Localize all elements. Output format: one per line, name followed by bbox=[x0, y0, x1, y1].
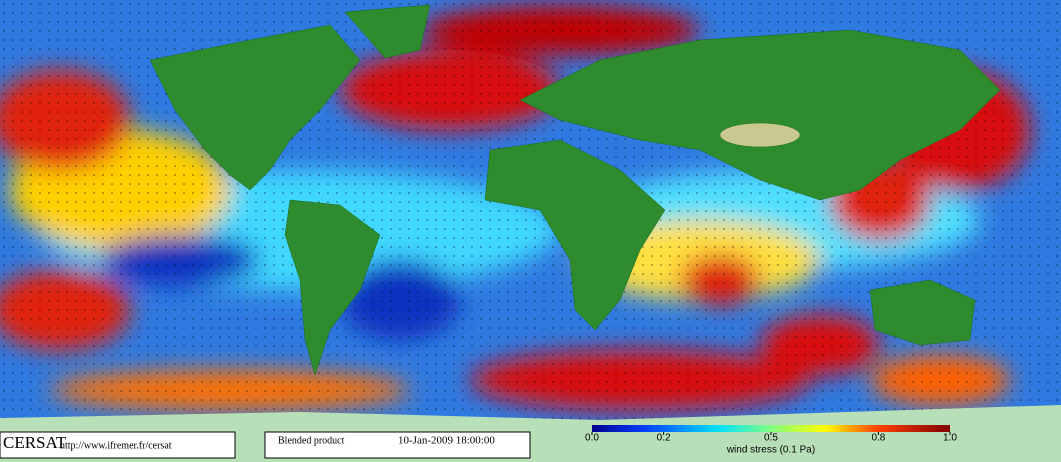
source-url: http://www.ifremer.fr/cersat bbox=[60, 440, 172, 451]
colorbar bbox=[592, 425, 950, 432]
colorbar-tick-label: 1.0 bbox=[943, 433, 957, 444]
colorbar-tick-label: 0.0 bbox=[585, 433, 599, 444]
colorbar-tick-label: 0.8 bbox=[871, 433, 885, 444]
colorbar-tick-label: 0.2 bbox=[657, 433, 671, 444]
colorbar-tick-label: 0.5 bbox=[764, 433, 778, 444]
product-name: Blended product bbox=[278, 435, 345, 446]
continents bbox=[149, 4, 1001, 376]
source-box bbox=[0, 431, 236, 459]
logo: CERSAT bbox=[3, 433, 67, 452]
datetime: 10-Jan-2009 18:00:00 bbox=[398, 435, 495, 447]
product-box bbox=[264, 431, 531, 459]
colorbar-label: wind stress (0.1 Pa) bbox=[726, 445, 815, 456]
